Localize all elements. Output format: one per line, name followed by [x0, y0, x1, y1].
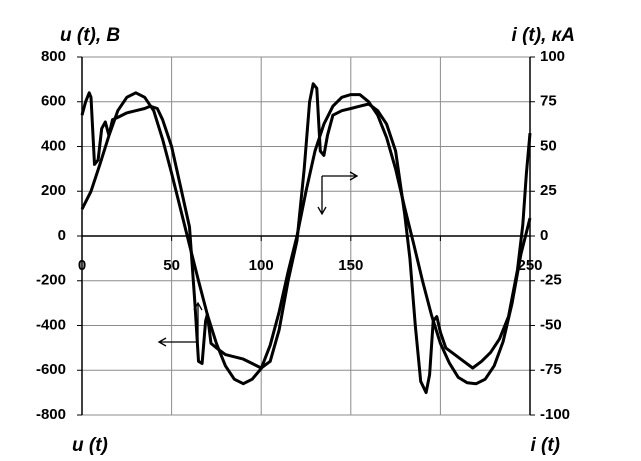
x-tick-label: 100 [249, 257, 274, 274]
y2-tick-label: 25 [540, 182, 557, 199]
data-line [80, 82, 532, 395]
y-tick-label: 800 [41, 48, 66, 65]
arrow [157, 337, 198, 347]
y2-tick-label: -25 [540, 272, 562, 289]
y-tick-label: 200 [41, 182, 66, 199]
y2-tick-label: 100 [540, 48, 565, 65]
y-axis-label: u (t), В [60, 25, 120, 46]
annotation: i (t) [530, 435, 560, 456]
y-tick-label: -400 [36, 316, 66, 333]
y2-tick-label: 50 [540, 137, 557, 154]
y-tick-label: 400 [41, 137, 66, 154]
annotation: u (t) [72, 435, 108, 456]
y2-tick-label: 0 [540, 227, 548, 244]
y2-axis-label: i (t), кА [512, 25, 575, 46]
y2-tick-label: 75 [540, 93, 557, 110]
y2-tick-label: -50 [540, 316, 562, 333]
y2-tick-label: -100 [540, 406, 570, 423]
y-tick-label: 600 [41, 93, 66, 110]
x-tick-label: 50 [163, 257, 180, 274]
y-tick-label: -600 [36, 361, 66, 378]
data-line [80, 91, 532, 386]
y-tick-label: -200 [36, 272, 66, 289]
arrow [317, 176, 327, 216]
x-tick-label: 150 [338, 257, 363, 274]
arrow [322, 171, 359, 181]
y-tick-label: -800 [36, 406, 66, 423]
y-tick-label: 0 [58, 227, 66, 244]
y2-tick-label: -75 [540, 361, 562, 378]
